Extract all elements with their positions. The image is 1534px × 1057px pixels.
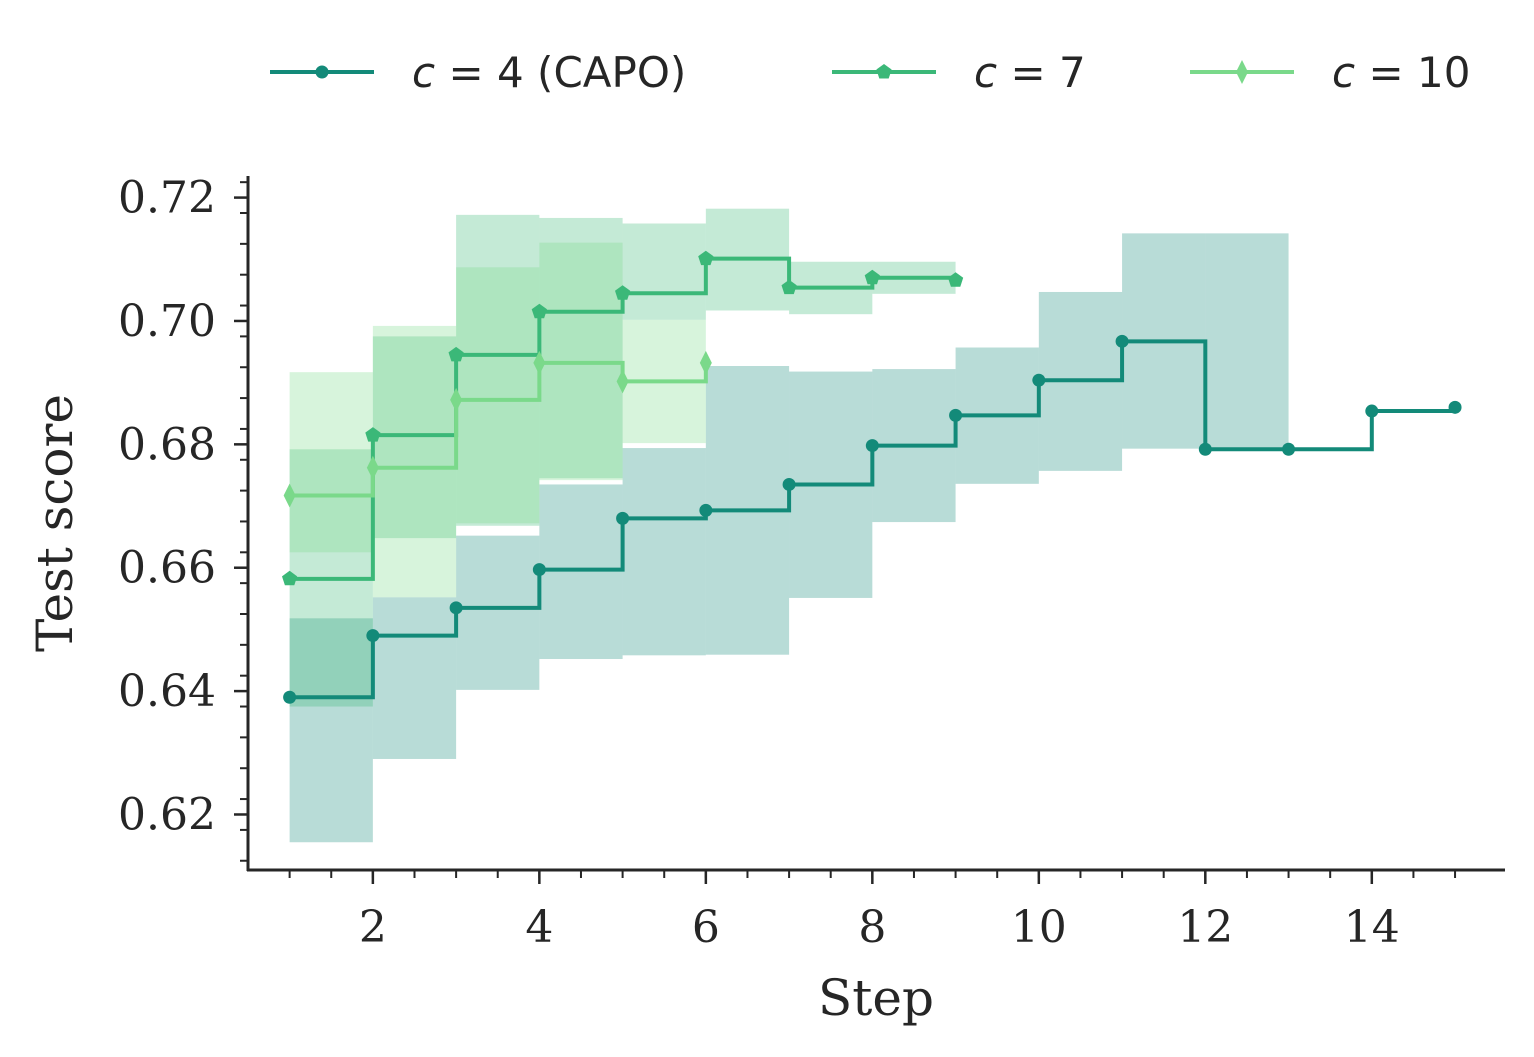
legend-marker: [1236, 60, 1248, 84]
data-point: [615, 285, 631, 300]
confidence-band: [622, 448, 706, 656]
data-point: [531, 303, 547, 319]
x-axis-label: Step: [818, 969, 934, 1027]
series-line: [289, 339, 1458, 700]
data-point: [283, 690, 297, 704]
x-tick-label: 12: [1177, 902, 1233, 953]
data-point: [366, 455, 379, 480]
data-point: [448, 346, 464, 362]
data-point: [449, 601, 463, 615]
x-tick-label: 6: [692, 902, 720, 953]
data-point: [283, 483, 296, 508]
confidence-band: [622, 223, 706, 320]
confidence-band: [372, 597, 457, 759]
legend-label: c = 7: [974, 48, 1086, 97]
legend-marker: [315, 65, 329, 79]
axes: 2 4 6 8 10 12 14 0.62 0.64 0.66 0.68 0.70 0.72: [118, 173, 1505, 953]
y-tick-label: 0.72: [118, 173, 216, 224]
data-point: [699, 350, 712, 375]
data-point: [450, 387, 463, 412]
confidence-band: [289, 372, 373, 553]
confidence-band: [456, 267, 540, 524]
data-point: [1115, 334, 1129, 348]
legend-label: c = 10: [1332, 48, 1470, 97]
legend-item: c = 4 (CAPO): [270, 48, 686, 97]
confidence-band: [372, 325, 457, 598]
x-tick-label: 4: [525, 902, 553, 953]
data-point: [533, 350, 546, 375]
y-axis-label: Test score: [26, 394, 84, 652]
confidence-band: [539, 217, 623, 479]
confidence-band: [456, 214, 540, 526]
x-tick-label: 10: [1011, 902, 1067, 953]
x-tick-label: 8: [858, 902, 886, 953]
data-point: [616, 369, 629, 394]
data-point: [781, 279, 797, 295]
data-point: [948, 272, 964, 287]
confidence-band: [539, 484, 623, 660]
confidence-band: [289, 618, 373, 843]
legend-label: c = 4 (CAPO): [412, 48, 686, 97]
legend-item: c = 10: [1190, 48, 1470, 97]
x-tick-label: 2: [359, 902, 387, 953]
data-point: [365, 427, 381, 442]
legend-marker: [876, 64, 892, 79]
data-point: [865, 439, 879, 453]
y-tick-label: 0.62: [118, 789, 216, 840]
data-point: [366, 629, 380, 643]
confidence-band: [456, 535, 540, 690]
data-point: [864, 269, 880, 285]
y-tick-label: 0.68: [118, 419, 216, 470]
data-point: [698, 250, 714, 266]
data-point: [1282, 442, 1296, 456]
legend: c = 4 (CAPO) c = 7 c = 10: [270, 48, 1470, 97]
y-tick-label: 0.64: [118, 666, 216, 717]
data-point: [616, 511, 630, 525]
data-point: [699, 503, 713, 517]
data-point: [1448, 400, 1462, 414]
confidence-band: [1205, 233, 1289, 449]
confidence-band: [372, 336, 457, 539]
series-markers: [282, 250, 1462, 704]
data-point: [282, 570, 298, 586]
y-tick-label: 0.70: [118, 296, 216, 347]
legend-item: c = 7: [832, 48, 1086, 97]
data-point: [949, 408, 963, 422]
data-point: [1032, 373, 1046, 387]
data-point: [1198, 442, 1212, 456]
y-tick-label: 0.66: [118, 543, 216, 594]
data-point: [532, 563, 546, 577]
x-tick-label: 14: [1344, 902, 1400, 953]
data-point: [782, 477, 796, 491]
data-point: [1365, 404, 1379, 418]
confidence-bands: [289, 208, 1289, 843]
